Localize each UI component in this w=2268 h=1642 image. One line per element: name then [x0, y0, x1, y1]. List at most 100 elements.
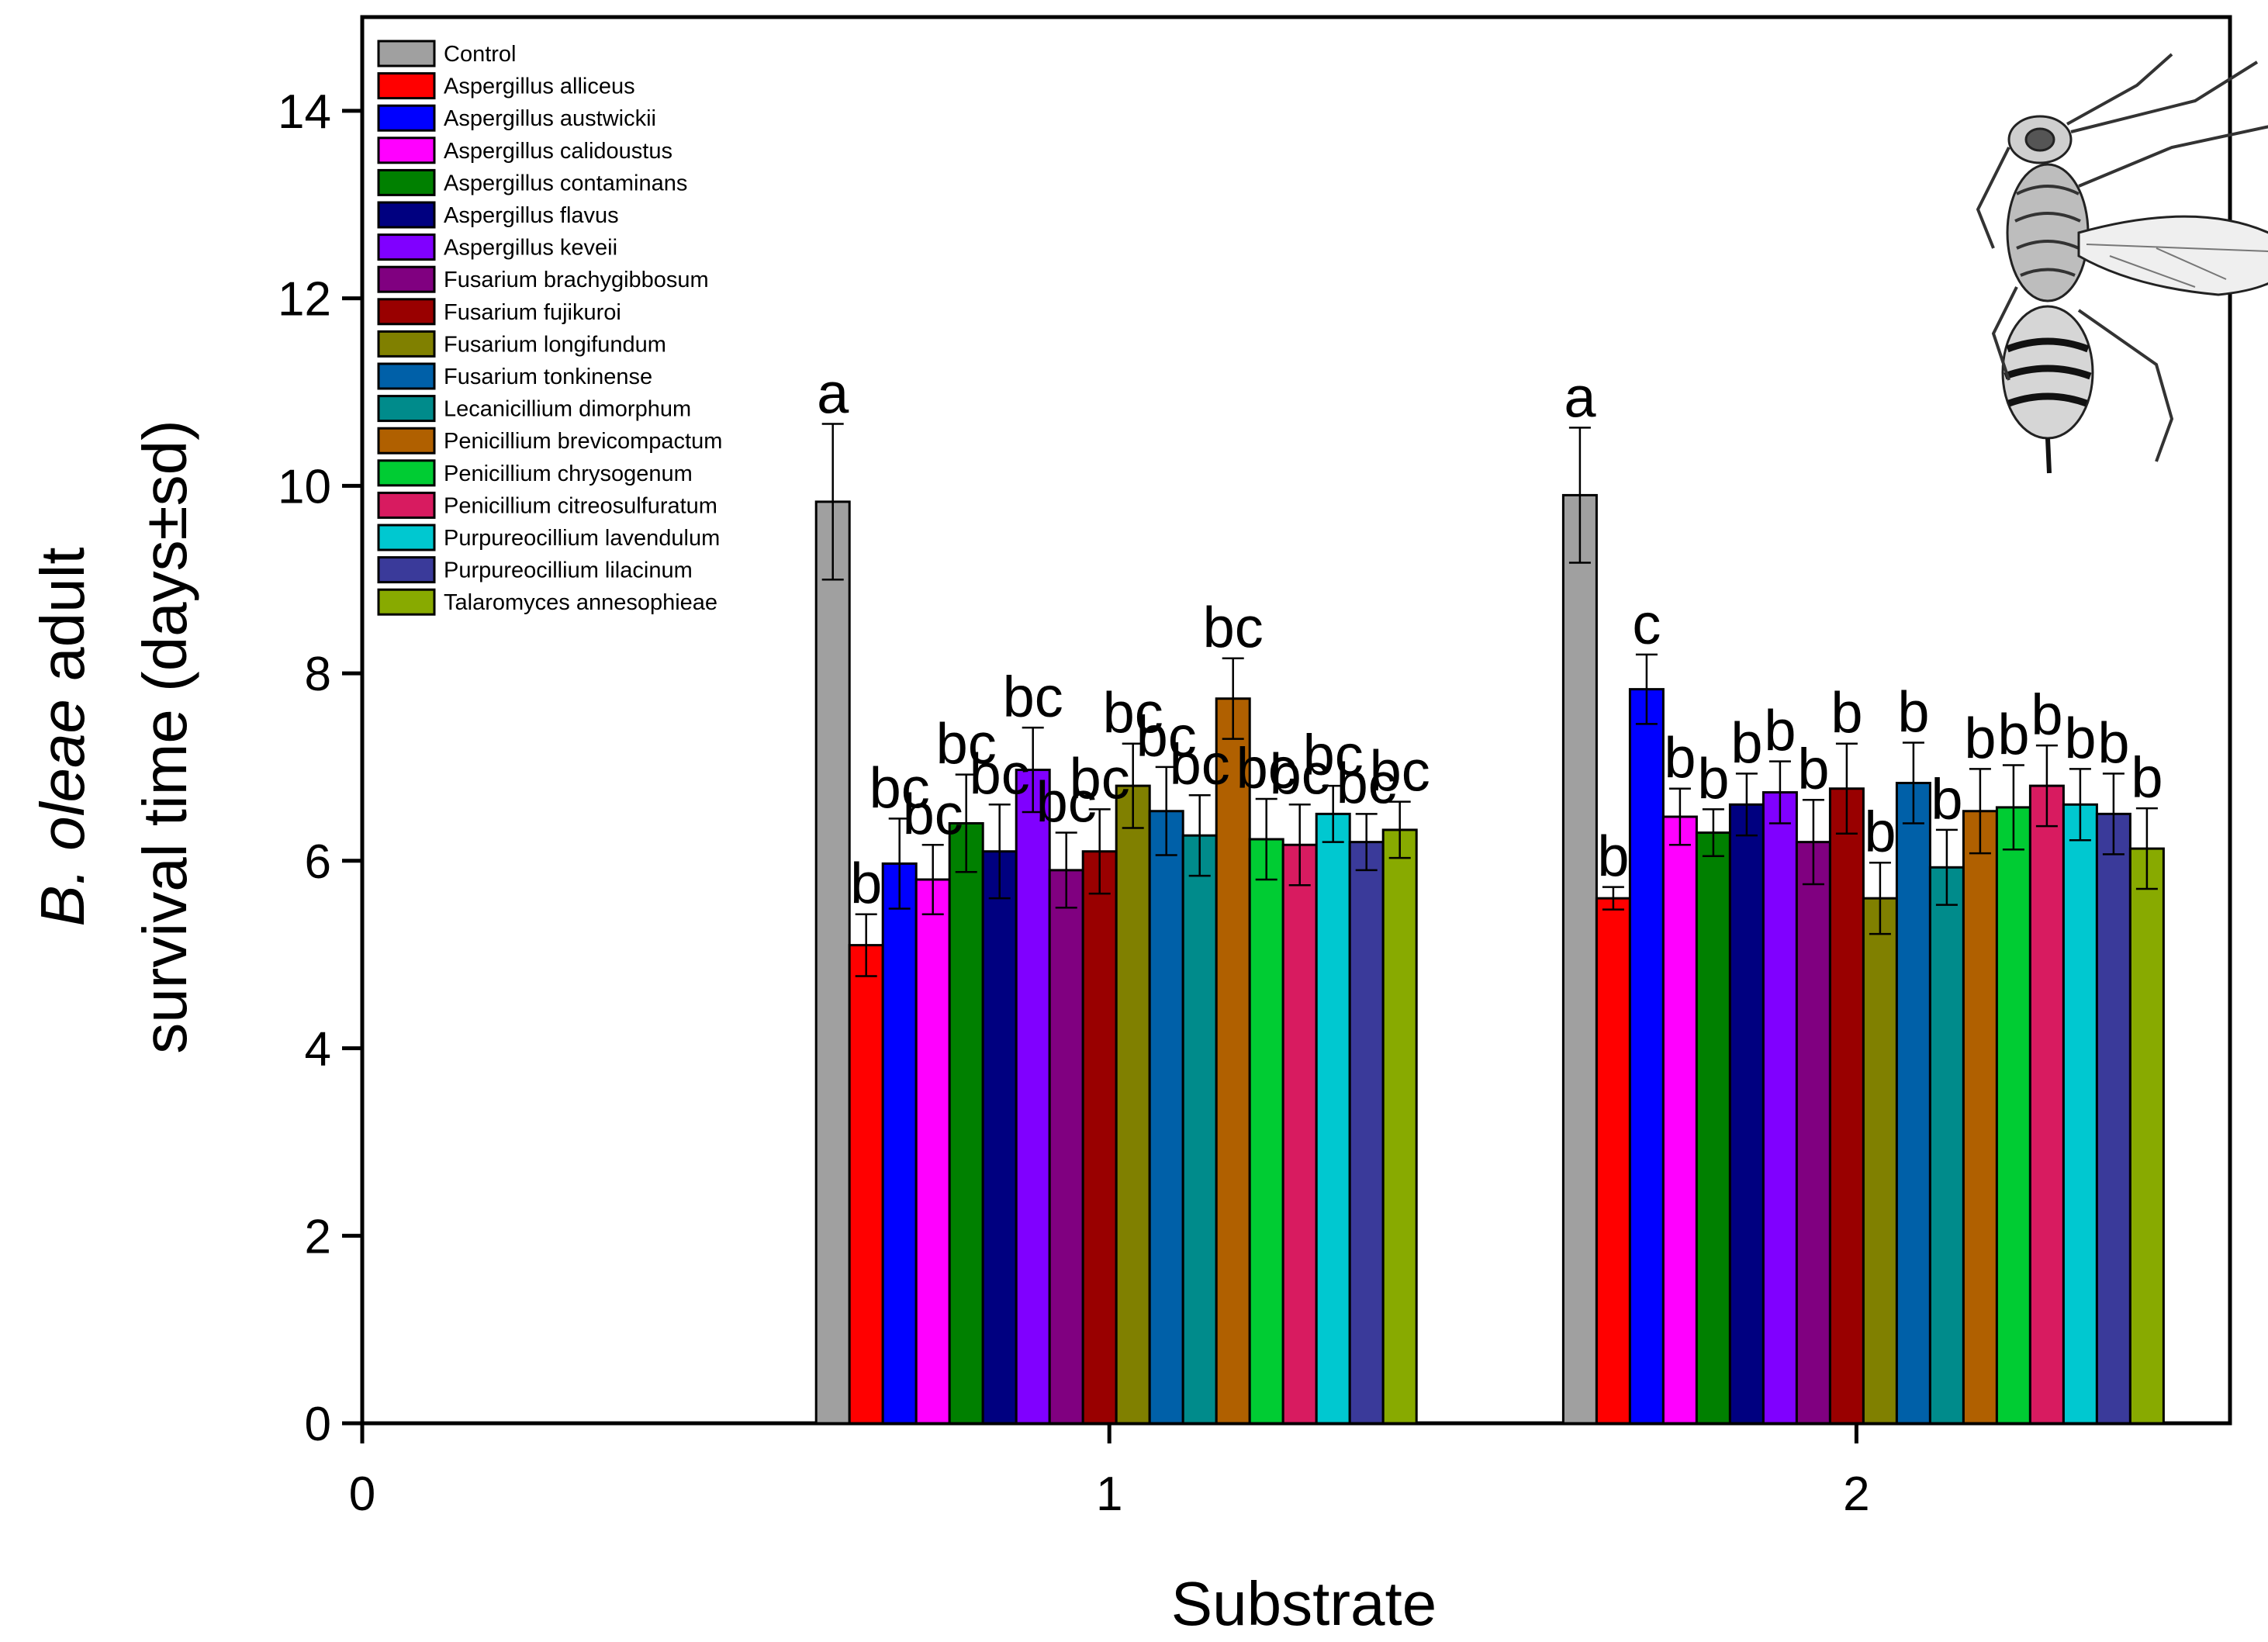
significance-label: b — [1664, 726, 1696, 790]
x-tick-label: 2 — [1843, 1467, 1869, 1521]
legend: Control Aspergillus alliceus Aspergillus a… — [377, 40, 722, 616]
legend-label: Aspergillus keveii — [444, 236, 617, 261]
legend-swatch — [377, 233, 436, 261]
significance-label: b — [1864, 800, 1896, 864]
legend-swatch — [377, 72, 436, 100]
legend-label: Purpureocillium lavendulum — [444, 526, 720, 551]
bar — [1995, 806, 2031, 1425]
significance-label: bc — [1270, 741, 1330, 806]
legend-label: Control — [444, 42, 517, 67]
significance-label: b — [850, 852, 882, 916]
legend-swatch — [377, 104, 436, 132]
bar — [1048, 869, 1084, 1425]
legend-label: Aspergillus flavus — [444, 203, 619, 228]
significance-label: b — [1597, 824, 1629, 889]
y-tick-label: 4 — [305, 1023, 331, 1077]
bar — [914, 878, 951, 1425]
y-tick-label: 10 — [278, 460, 331, 513]
bar — [2062, 803, 2098, 1425]
y-tick-label: 6 — [305, 835, 331, 889]
significance-label: bc — [870, 755, 930, 820]
bar — [1561, 493, 1598, 1425]
legend-label: Talaromyces annesophieae — [444, 590, 717, 615]
bar — [1348, 841, 1385, 1425]
significance-label: a — [1564, 365, 1596, 429]
bar — [1215, 697, 1251, 1425]
legend-swatch — [377, 168, 436, 196]
legend-swatch — [377, 524, 436, 551]
legend-swatch — [377, 459, 436, 487]
legend-swatch — [377, 265, 436, 293]
legend-swatch — [377, 491, 436, 519]
x-tick-label: 0 — [349, 1467, 375, 1521]
legend-swatch — [377, 201, 436, 229]
significance-label: b — [1764, 699, 1796, 763]
bar — [881, 862, 918, 1425]
bar — [1181, 834, 1218, 1425]
significance-label: b — [1931, 767, 1962, 831]
legend-swatch — [377, 588, 436, 616]
legend-label: Fusarium longifundum — [444, 332, 666, 357]
significance-label: b — [1831, 681, 1862, 745]
bar — [1281, 843, 1318, 1425]
significance-label: bc — [903, 782, 963, 846]
significance-label: bc — [1203, 596, 1264, 660]
bar — [1862, 897, 1898, 1425]
legend-label: Aspergillus austwickii — [444, 106, 656, 131]
significance-label: bc — [1103, 681, 1163, 745]
legend-label: Fusarium tonkinense — [444, 365, 652, 389]
bar — [1762, 791, 1798, 1425]
y-tick-label: 8 — [305, 648, 331, 701]
bar — [1962, 810, 1998, 1425]
significance-label: bc — [1070, 746, 1130, 811]
bar — [981, 850, 1018, 1425]
bar — [2095, 812, 2131, 1425]
bar — [1148, 810, 1184, 1425]
bar — [1928, 866, 1965, 1425]
legend-swatch — [377, 556, 436, 584]
significance-label: b — [1897, 680, 1929, 745]
y-tick-label: 12 — [278, 273, 331, 327]
significance-label: bc — [1036, 770, 1097, 835]
legend-swatch — [377, 298, 436, 326]
significance-label: c — [1632, 592, 1661, 656]
legend-label: Penicillium brevicompactum — [444, 429, 722, 454]
bar — [1661, 815, 1698, 1425]
bar — [1828, 787, 1865, 1425]
significance-label: bc — [1336, 751, 1397, 815]
legend-label: Aspergillus calidoustus — [444, 139, 672, 164]
legend-label: Aspergillus contaminans — [444, 171, 687, 195]
legend-label: Aspergillus alliceus — [444, 74, 635, 99]
x-axis-title: Substrate — [1171, 1569, 1437, 1638]
significance-label: b — [1797, 737, 1829, 801]
legend-swatch — [377, 137, 436, 164]
bar — [948, 821, 984, 1425]
significance-label: bc — [1236, 736, 1297, 800]
bar — [2128, 847, 2165, 1425]
y-tick-label: 0 — [305, 1398, 331, 1451]
bar — [1081, 850, 1118, 1425]
legend-swatch — [377, 427, 436, 455]
bar — [1595, 897, 1631, 1425]
bar — [1695, 831, 1731, 1425]
x-tick-label: 1 — [1096, 1467, 1122, 1521]
y-axis-title-line2: survival time (days±sd) — [130, 420, 199, 1053]
significance-label: bc — [970, 741, 1030, 806]
bar — [1115, 784, 1151, 1425]
bar — [1895, 781, 1931, 1425]
significance-label: b — [2031, 683, 2062, 747]
bar — [1248, 838, 1284, 1425]
legend-label: Purpureocillium lilacinum — [444, 558, 693, 583]
significance-label: bc — [1003, 665, 1063, 729]
bar — [814, 500, 851, 1425]
significance-label: b — [1997, 703, 2029, 767]
olive-fly-illustration — [1976, 53, 2268, 474]
legend-swatch — [377, 395, 436, 423]
y-tick-label: 14 — [278, 85, 331, 139]
significance-label: b — [2131, 745, 2163, 810]
bar — [1728, 803, 1765, 1425]
legend-label: Penicillium citreosulfuratum — [444, 493, 717, 518]
legend-label: Penicillium chrysogenum — [444, 461, 693, 486]
significance-label: bc — [1303, 723, 1364, 787]
significance-label: b — [2097, 710, 2129, 775]
